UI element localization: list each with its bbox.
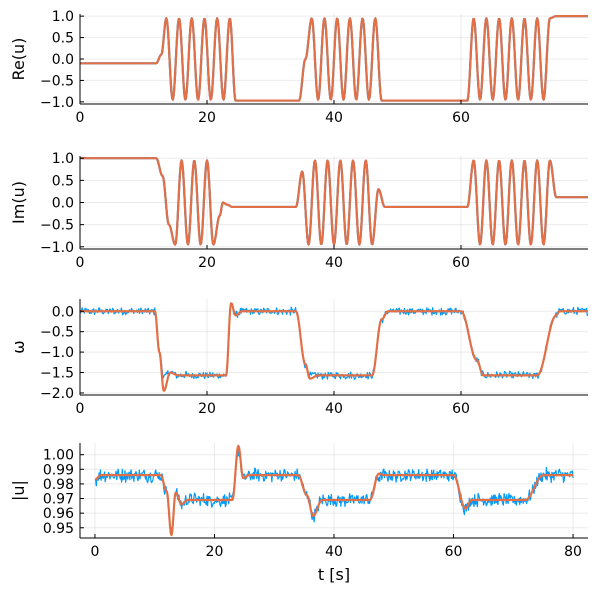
y-tick-label: −1.0 xyxy=(40,95,74,111)
x-tick-label: 80 xyxy=(564,544,582,560)
y-tick-label: 1.0 xyxy=(52,9,74,25)
series-line-2 xyxy=(80,157,588,246)
y-tick-label: 1.0 xyxy=(52,151,74,167)
y-tick-label: 0.0 xyxy=(52,52,74,68)
y-axis-label: Im(u) xyxy=(9,181,28,224)
y-tick-label: 0.98 xyxy=(43,477,74,493)
y-tick-label: 0.95 xyxy=(43,521,74,537)
x-tick-label: 20 xyxy=(198,110,216,126)
x-axis-label: t [s] xyxy=(318,565,350,584)
y-axis-label: |u| xyxy=(9,480,28,501)
panel-2: 0 20 40 60 −1.0 −0.5 0.0 0.5 1.0 Im(u) xyxy=(9,151,588,271)
x-tick-label: 40 xyxy=(325,255,343,271)
x-tick-label: 40 xyxy=(325,401,343,417)
y-tick-label: 0.0 xyxy=(52,304,74,320)
series-line-2 xyxy=(80,15,588,102)
y-tick-label: 0.97 xyxy=(43,492,74,508)
y-axis-label: Re(u) xyxy=(9,38,28,81)
y-axis-label: ω xyxy=(9,340,28,353)
x-tick-label: 40 xyxy=(325,110,343,126)
x-tick-label: 60 xyxy=(445,544,463,560)
y-tick-label: −1.0 xyxy=(40,345,74,361)
series-line-2 xyxy=(80,302,588,392)
y-tick-label: 0.5 xyxy=(52,31,74,47)
y-tick-label: 0.96 xyxy=(43,506,74,522)
y-tick-label: 0.99 xyxy=(43,462,74,478)
y-tick-label: −0.5 xyxy=(40,218,74,234)
x-tick-label: 60 xyxy=(452,110,470,126)
y-tick-label: −1.5 xyxy=(40,366,74,382)
x-tick-label: 20 xyxy=(198,401,216,417)
x-tick-label: 40 xyxy=(325,544,343,560)
panel-1: 0 20 40 60 −1.0 −0.5 0.0 0.5 1.0 Re(u) xyxy=(9,9,588,126)
x-tick-label: 60 xyxy=(452,401,470,417)
y-tick-label: −0.5 xyxy=(40,73,74,89)
panel-4: 0 20 40 60 80 0.950.960.970.980.991.00 |u| t [s… xyxy=(9,443,588,584)
y-tick-label: −1.0 xyxy=(40,240,74,256)
x-tick-label: 60 xyxy=(452,255,470,271)
x-tick-label: 0 xyxy=(76,110,85,126)
x-tick-label: 0 xyxy=(76,255,85,271)
x-tick-label: 20 xyxy=(198,255,216,271)
x-tick-label: 0 xyxy=(90,544,99,560)
y-tick-label: −2.0 xyxy=(40,386,74,402)
y-tick-label: 0.5 xyxy=(52,173,74,189)
y-tick-label: 1.00 xyxy=(43,448,74,464)
y-tick-label: −0.5 xyxy=(40,325,74,341)
series-line-2 xyxy=(94,444,574,537)
panel-3: 0 20 40 60 −2.0 −1.5 −1.0 −0.5 0.0 ω xyxy=(9,299,588,417)
y-tick-label: 0.0 xyxy=(52,196,74,212)
x-tick-label: 0 xyxy=(76,401,85,417)
x-tick-label: 20 xyxy=(206,544,224,560)
